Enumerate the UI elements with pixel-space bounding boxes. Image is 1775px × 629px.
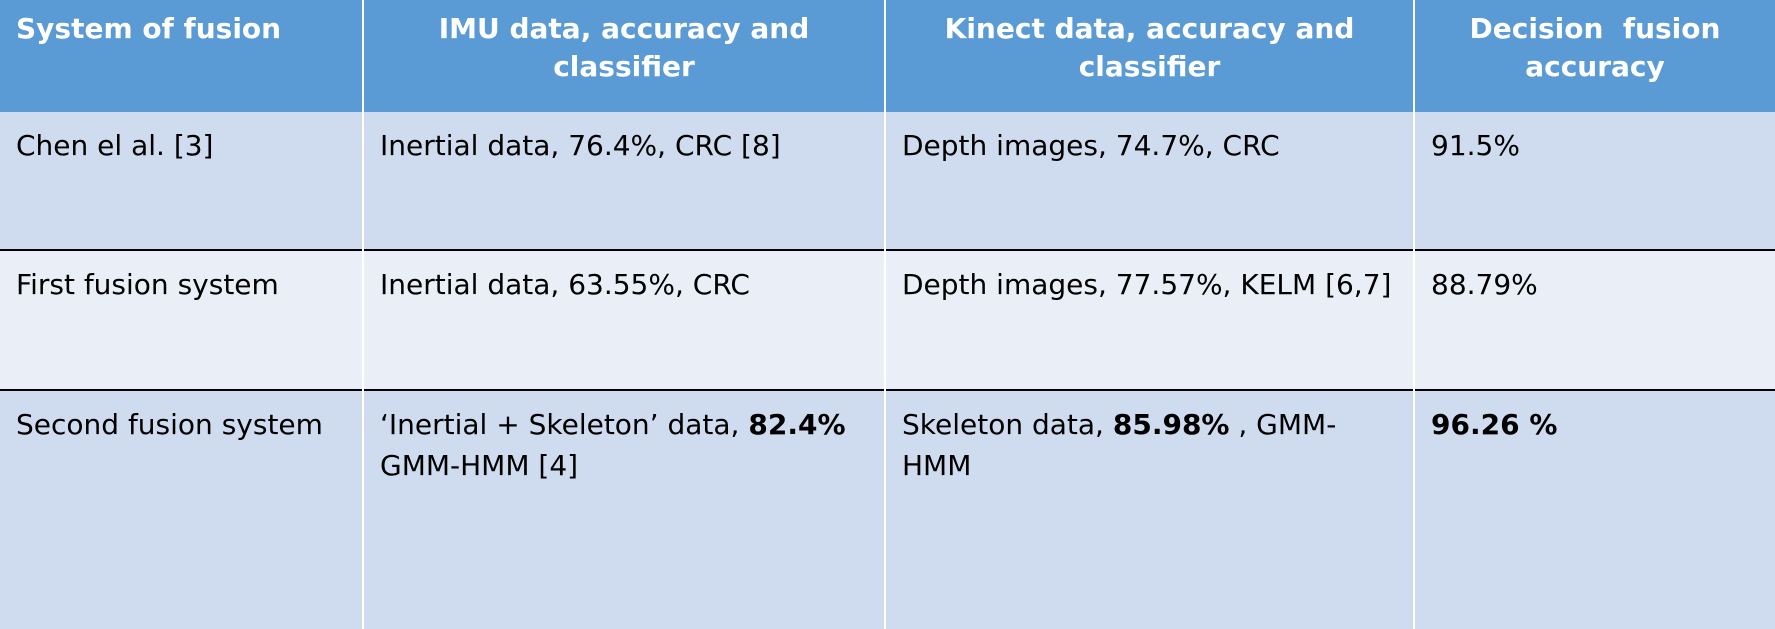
- table-cell: Second fusion system: [0, 389, 363, 629]
- cell-text: GMM-HMM [4]: [380, 408, 855, 482]
- table-cell: 91.5%: [1413, 112, 1775, 250]
- table-cell: Skeleton data, 85.98% , GMM-HMM: [884, 389, 1414, 629]
- cell-text: First fusion system: [16, 267, 279, 301]
- table-cell: Inertial data, 63.55%, CRC: [362, 248, 885, 391]
- table-row: Second fusion system ‘Inertial + Skeleton…: [0, 389, 1775, 629]
- cell-text: Depth images, 74.7%, CRC: [902, 129, 1280, 162]
- cell-text: 88.79%: [1431, 267, 1538, 301]
- table-cell: Inertial data, 76.4%, CRC [8]: [362, 112, 885, 250]
- cell-text: Inertial data, 63.55%, CRC: [380, 267, 750, 301]
- cell-text: 82.4%: [748, 408, 846, 442]
- cell-text: Depth images, 77.57%, KELM [6,7]: [902, 267, 1392, 301]
- cell-text: 91.5%: [1431, 129, 1520, 162]
- table-cell: 96.26 %: [1413, 389, 1775, 629]
- cell-text: 96.26 %: [1431, 408, 1558, 442]
- cell-text: Second fusion system: [16, 408, 323, 442]
- table-cell: Depth images, 74.7%, CRC: [884, 112, 1414, 250]
- table-cell: ‘Inertial + Skeleton’ data, 82.4% GMM-HM…: [362, 389, 885, 629]
- table-row: Chen el al. [3] Inertial data, 76.4%, CRC…: [0, 112, 1775, 250]
- header-cell: Kinect data, accuracy and classifier: [884, 0, 1414, 112]
- table-cell: First fusion system: [0, 248, 363, 391]
- cell-text: Chen el al. [3]: [16, 129, 214, 162]
- table-cell: 88.79%: [1413, 248, 1775, 391]
- cell-text: ‘Inertial + Skeleton’ data,: [380, 408, 749, 442]
- cell-text: 85.98%: [1112, 408, 1230, 442]
- cell-text: Skeleton data,: [902, 408, 1113, 442]
- table-row: First fusion system Inertial data, 63.55%…: [0, 248, 1775, 391]
- cell-text: Inertial data, 76.4%, CRC [8]: [380, 129, 781, 162]
- table-cell: Chen el al. [3]: [0, 112, 363, 250]
- header-cell: IMU data, accuracy and classifier: [362, 0, 885, 112]
- header-cell: System of fusion: [0, 0, 363, 112]
- table-cell: Depth images, 77.57%, KELM [6,7]: [884, 248, 1414, 391]
- cell-text: , GMM-HMM: [902, 408, 1337, 482]
- header-cell: Decision fusion accuracy: [1413, 0, 1775, 112]
- header-row: System of fusion IMU data, accuracy and c…: [0, 0, 1775, 112]
